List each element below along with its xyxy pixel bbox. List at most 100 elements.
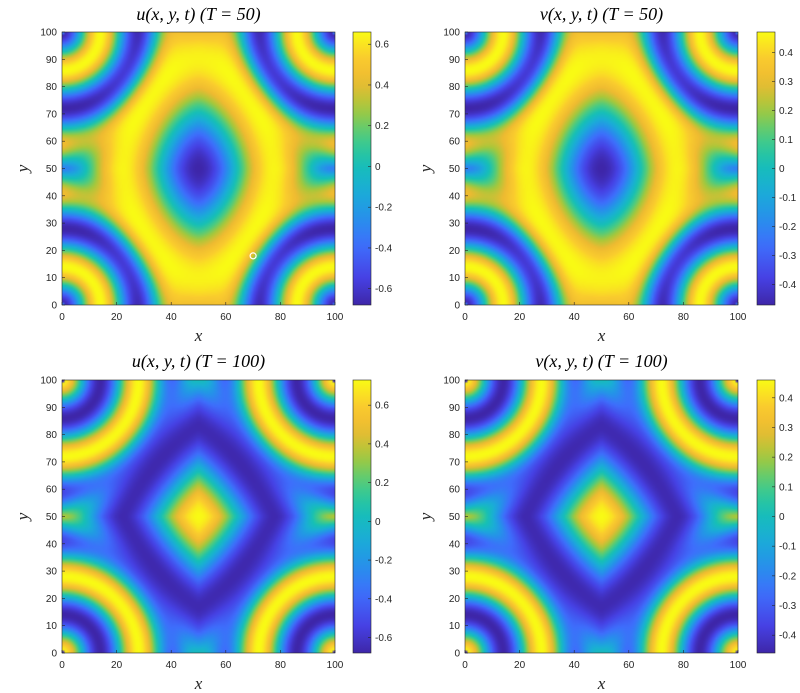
x-tick-label: 0 [59, 312, 65, 323]
x-tick-label: 60 [220, 312, 232, 323]
panel-title: u(x, y, t) (T = 50) [136, 4, 260, 25]
y-tick-label: 50 [46, 512, 58, 523]
x-tick-label: 100 [730, 312, 747, 323]
colorbar-tick-label: 0.4 [779, 48, 793, 59]
y-tick-label: 0 [51, 301, 57, 312]
y-tick-label: 60 [46, 137, 58, 148]
colorbar-tick-label: 0.4 [375, 80, 389, 91]
x-axis-label: x [194, 674, 203, 693]
x-tick-label: 40 [166, 312, 178, 323]
colorbar-tick-label: -0.2 [779, 571, 797, 582]
y-tick-label: 80 [46, 82, 58, 93]
colorbar-tick-label: 0.2 [779, 106, 793, 117]
x-axis-label: x [597, 326, 606, 345]
y-tick-label: 20 [46, 594, 58, 605]
y-tick-label: 0 [454, 301, 460, 312]
y-tick-label: 10 [449, 273, 461, 284]
y-axis-label: y [416, 512, 435, 522]
x-tick-label: 20 [514, 312, 526, 323]
x-tick-label: 20 [111, 312, 123, 323]
x-tick-label: 20 [514, 660, 526, 671]
y-tick-label: 40 [46, 191, 58, 202]
colorbar-tick-label: -0.1 [779, 193, 797, 204]
y-tick-label: 50 [449, 164, 461, 175]
x-tick-label: 100 [730, 660, 747, 671]
heatmap-image [62, 32, 335, 305]
x-tick-label: 0 [462, 312, 468, 323]
y-tick-label: 30 [449, 219, 461, 230]
x-tick-label: 20 [111, 660, 123, 671]
colorbar-tick-label: 0.2 [375, 121, 389, 132]
colorbar-tick-label: 0 [375, 517, 381, 528]
y-tick-label: 0 [454, 649, 460, 660]
y-tick-label: 30 [46, 219, 58, 230]
y-tick-label: 70 [46, 109, 58, 120]
panel-3: 0 20 40 60 80 100 0 10 20 30 40 50 60 70 80 90 100 x y u(x,… [13, 351, 393, 693]
x-tick-label: 0 [462, 660, 468, 671]
y-tick-label: 20 [46, 246, 58, 257]
colorbar-tick-label: -0.2 [375, 556, 393, 567]
colorbar-tick-label: -0.3 [779, 601, 797, 612]
y-tick-label: 30 [449, 567, 461, 578]
y-tick-label: 70 [449, 109, 461, 120]
x-tick-label: 60 [623, 660, 635, 671]
panel-4: 0 20 40 60 80 100 0 10 20 30 40 50 60 70 80 90 100 x y v(x,… [416, 351, 797, 693]
y-tick-label: 20 [449, 594, 461, 605]
colorbar-tick-label: -0.4 [375, 594, 393, 605]
x-tick-label: 60 [623, 312, 635, 323]
x-tick-label: 80 [275, 312, 287, 323]
x-tick-label: 40 [569, 312, 581, 323]
y-tick-label: 90 [449, 403, 461, 414]
heatmap-image [465, 380, 738, 653]
y-tick-label: 100 [443, 28, 460, 39]
marker-point [249, 252, 257, 260]
colorbar-tick-label: 0.6 [375, 401, 389, 412]
colorbar-tick-label: -0.2 [375, 203, 393, 214]
colorbar [352, 379, 372, 654]
y-tick-label: 90 [449, 55, 461, 66]
y-tick-label: 20 [449, 246, 461, 257]
y-axis-label: y [13, 164, 32, 174]
y-tick-label: 80 [449, 430, 461, 441]
colorbar-tick-label: -0.2 [779, 222, 797, 233]
colorbar-tick-label: 0.3 [779, 77, 793, 88]
colorbar-tick-label: 0.1 [779, 482, 793, 493]
colorbar-tick-label: -0.1 [779, 542, 797, 553]
colorbar-tick-label: 0.2 [779, 453, 793, 464]
panel-1: 0 20 40 60 80 100 0 10 20 30 40 50 60 70 80 90 100 x y u(x,… [13, 4, 393, 345]
colorbar-tick-label: -0.6 [375, 633, 393, 644]
y-tick-label: 80 [46, 430, 58, 441]
heatmap-image [62, 380, 335, 653]
colorbar-tick-label: -0.4 [375, 243, 393, 254]
colorbar-tick-label: 0.4 [779, 393, 793, 404]
y-tick-label: 80 [449, 82, 461, 93]
colorbar-tick-label: -0.4 [779, 280, 797, 291]
y-tick-label: 40 [449, 191, 461, 202]
x-tick-label: 100 [327, 312, 344, 323]
panel-title: v(x, y, t) (T = 100) [535, 351, 667, 372]
y-tick-label: 100 [40, 376, 57, 387]
x-tick-label: 60 [220, 660, 232, 671]
x-tick-label: 80 [275, 660, 287, 671]
colorbar-tick-label: 0 [779, 512, 785, 523]
y-tick-label: 30 [46, 567, 58, 578]
colorbar-tick-label: -0.4 [779, 631, 797, 642]
colorbar-tick-label: 0.4 [375, 439, 389, 450]
y-tick-label: 50 [449, 512, 461, 523]
y-tick-label: 60 [449, 137, 461, 148]
y-tick-label: 10 [449, 621, 461, 632]
y-tick-label: 50 [46, 164, 58, 175]
colorbar-tick-label: 0.6 [375, 40, 389, 51]
x-tick-label: 40 [166, 660, 178, 671]
y-axis-label: y [13, 512, 32, 522]
y-tick-label: 40 [449, 539, 461, 550]
panel-title: u(x, y, t) (T = 100) [132, 351, 265, 372]
colorbar-tick-label: 0 [779, 164, 785, 175]
colorbar [352, 31, 372, 306]
colorbar-tick-label: -0.3 [779, 251, 797, 262]
y-tick-label: 60 [46, 485, 58, 496]
y-tick-label: 70 [449, 457, 461, 468]
colorbar-tick-label: 0.1 [779, 135, 793, 146]
y-tick-label: 60 [449, 485, 461, 496]
